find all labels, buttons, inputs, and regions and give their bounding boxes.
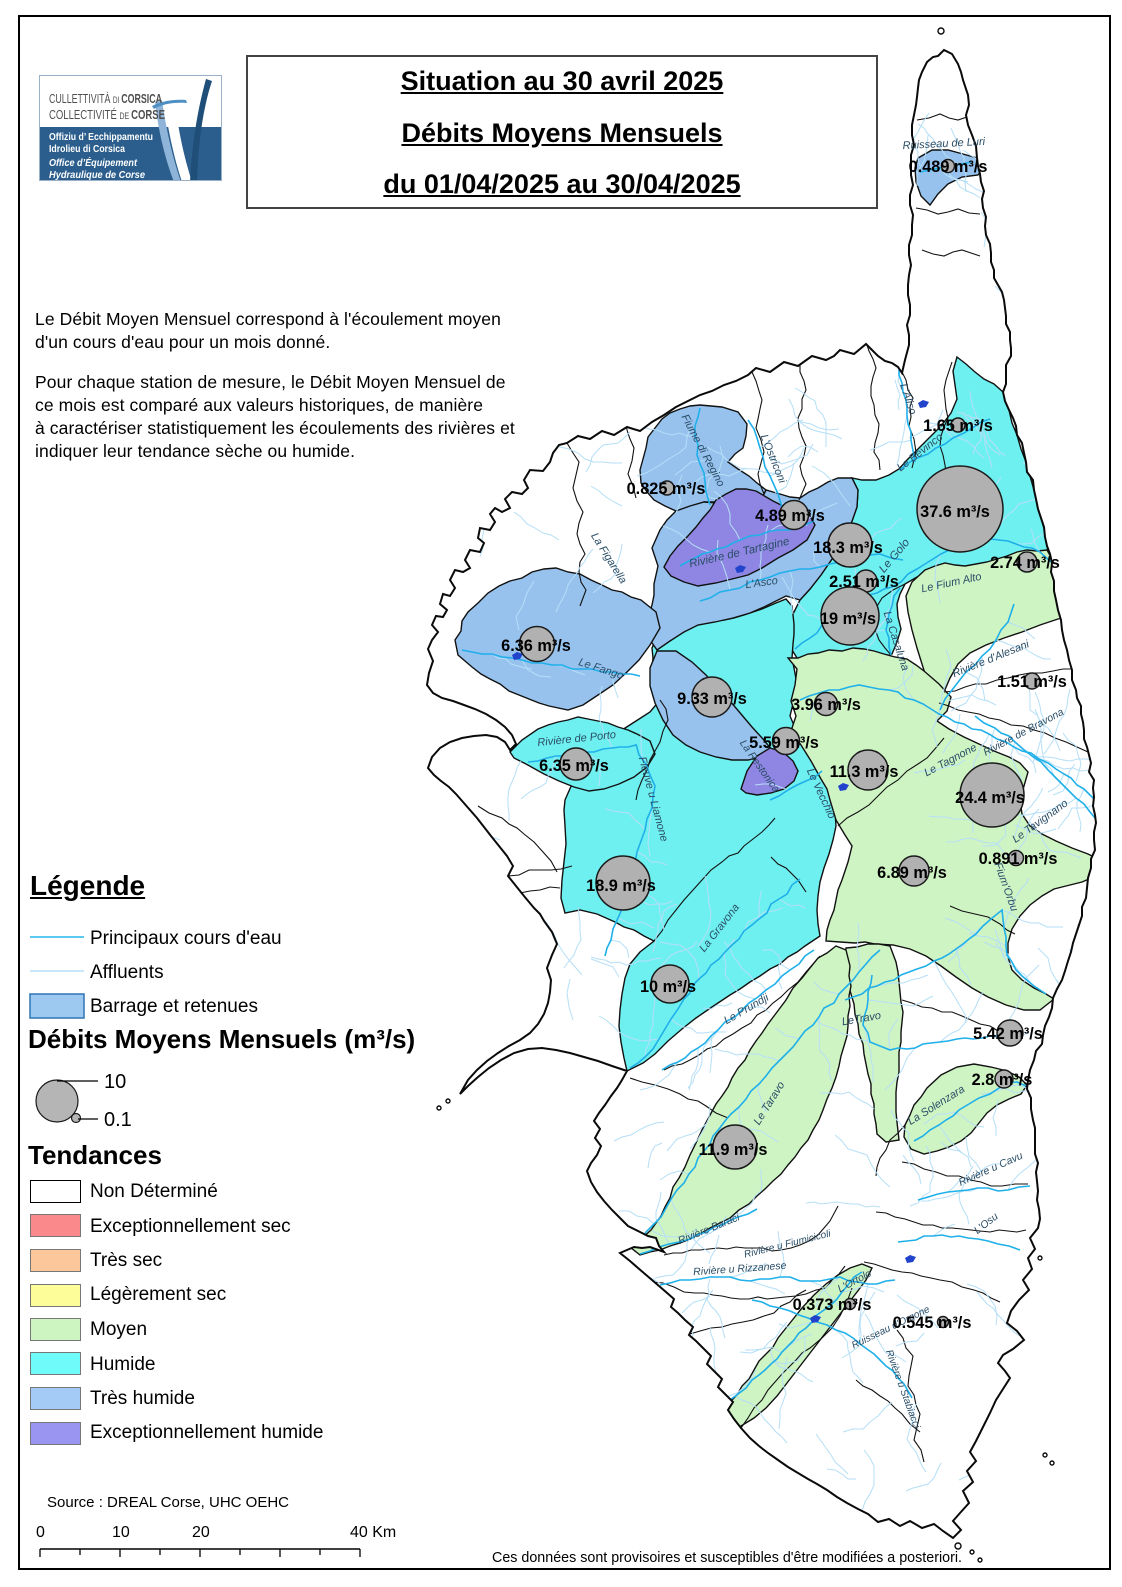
svg-text:Idroliеu di Corsica: Idroliеu di Corsica [49,144,125,155]
svg-text:Offiziu d’ Ecchippamentu: Offiziu d’ Ecchippamentu [49,132,153,143]
svg-text:2.8 m³/s: 2.8 m³/s [972,1071,1033,1089]
svg-text:18.9 m³/s: 18.9 m³/s [586,877,656,895]
svg-text:0.1: 0.1 [104,1109,132,1131]
svg-text:5.59 m³/s: 5.59 m³/s [749,734,819,752]
svg-text:11.3 m³/s: 11.3 m³/s [830,763,899,781]
svg-text:Hydraulique de Corse: Hydraulique de Corse [49,170,145,181]
svg-text:Ruisseau de Luri: Ruisseau de Luri [902,136,986,152]
svg-text:1.51 m³/s: 1.51 m³/s [997,673,1067,691]
svg-text:0.891 m³/s: 0.891 m³/s [979,850,1058,868]
svg-text:6.89 m³/s: 6.89 m³/s [877,864,947,882]
svg-text:L'Asco: L'Asco [745,575,779,591]
svg-text:24.4 m³/s: 24.4 m³/s [955,789,1025,807]
svg-text:9.33 m³/s: 9.33 m³/s [677,690,747,708]
svg-text:6.36 m³/s: 6.36 m³/s [501,637,571,655]
svg-text:6.35 m³/s: 6.35 m³/s [539,757,609,775]
svg-text:0.545 m³/s: 0.545 m³/s [893,1314,972,1332]
svg-text:10: 10 [104,1071,126,1093]
svg-text:4.89 m³/s: 4.89 m³/s [755,507,825,525]
svg-text:0.373 m³/s: 0.373 m³/s [793,1296,872,1314]
svg-text:0.825 m³/s: 0.825 m³/s [627,480,706,498]
svg-text:0.489 m³/s: 0.489 m³/s [909,158,988,176]
svg-text:Affluents: Affluents [90,962,164,983]
svg-text:18.3 m³/s: 18.3 m³/s [813,539,883,557]
svg-text:COLLECTIVITÉ DE CORSE: COLLECTIVITÉ DE CORSE [49,107,165,122]
svg-text:Principaux cours d'eau: Principaux cours d'eau [90,928,282,949]
svg-text:11.9 m³/s: 11.9 m³/s [699,1141,768,1159]
svg-text:1.65 m³/s: 1.65 m³/s [923,417,993,435]
svg-text:37.6 m³/s: 37.6 m³/s [920,503,990,521]
svg-text:Barrage et retenues: Barrage et retenues [90,996,258,1017]
svg-text:2.51 m³/s: 2.51 m³/s [829,573,899,591]
svg-text:3.96 m³/s: 3.96 m³/s [791,696,861,714]
svg-text:19 m³/s: 19 m³/s [820,610,876,628]
svg-text:10 m³/s: 10 m³/s [640,978,696,996]
svg-text:CULLETTIVITÀ DI CORSICA: CULLETTIVITÀ DI CORSICA [49,91,162,106]
svg-text:2.74 m³/s: 2.74 m³/s [990,554,1060,572]
svg-text:Office d’Équipement: Office d’Équipement [49,156,138,169]
svg-text:5.42 m³/s: 5.42 m³/s [973,1025,1043,1043]
